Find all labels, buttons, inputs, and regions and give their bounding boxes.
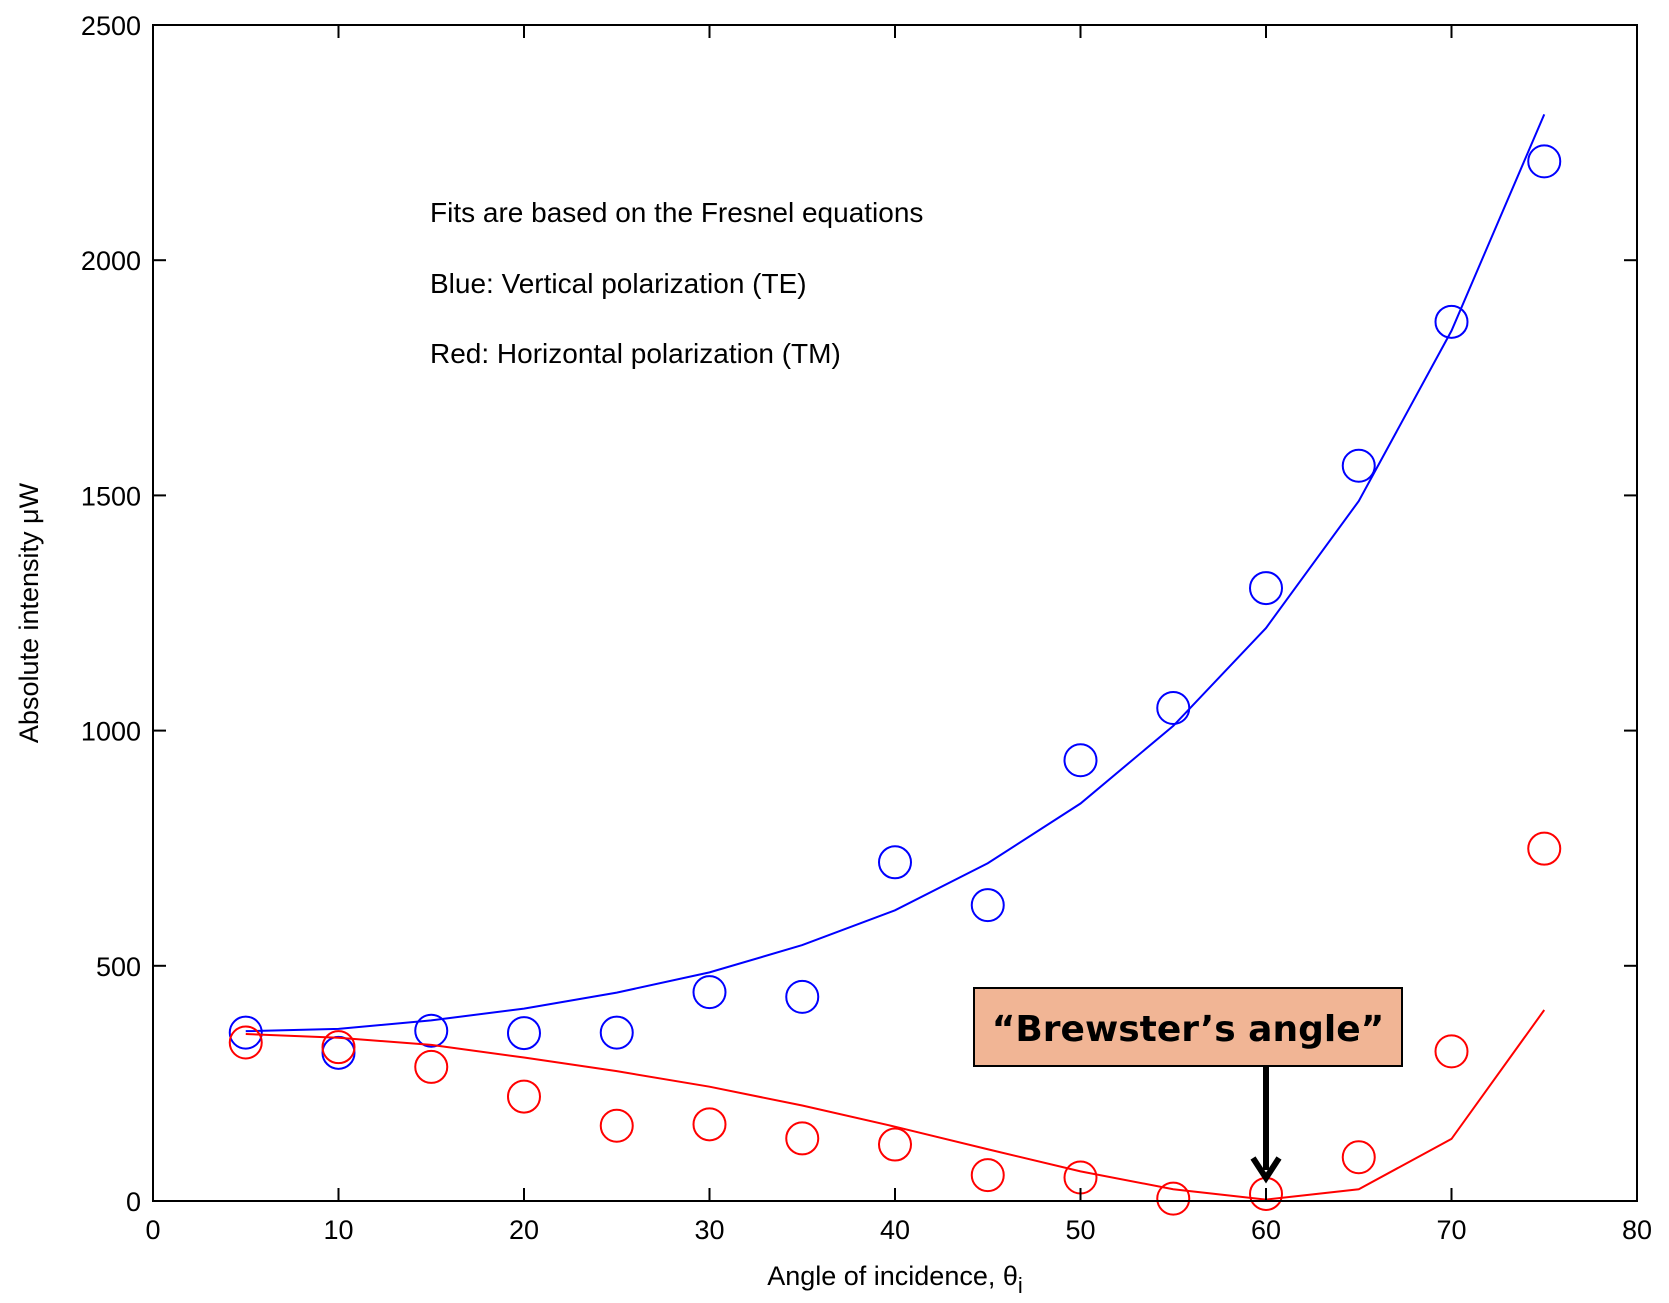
data-point-0 [1063, 743, 1098, 778]
data-point-0 [970, 888, 1005, 923]
x-axis-label: Angle of incidence, θi [767, 1261, 1023, 1298]
data-point-2 [321, 1030, 356, 1065]
y-axis-label: Absolute intensity μW [14, 482, 44, 743]
data-point-0 [599, 1015, 634, 1050]
y-tick-label: 2000 [81, 246, 141, 276]
data-point-2 [228, 1025, 263, 1060]
annotation-fresnel: Fits are based on the Fresnel equations [430, 197, 923, 228]
data-point-2 [785, 1121, 820, 1156]
data-point-0 [507, 1016, 541, 1051]
brewster-callout-text: “Brewster’s angle” [992, 1009, 1385, 1050]
x-tick-label: 0 [145, 1215, 160, 1245]
data-point-0 [228, 1015, 263, 1050]
y-tick-label: 1000 [81, 717, 141, 747]
series-layer [228, 113, 1562, 1216]
data-point-0 [1527, 144, 1562, 179]
ticks-layer: 0 10 20 30 40 50 60 70 80 0 500 1000 1500 2000 2500 [81, 11, 1652, 1245]
fit-line-3 [245, 1009, 1546, 1201]
data-point-0 [414, 1013, 449, 1048]
data-point-2 [599, 1108, 634, 1143]
data-point-2 [1434, 1034, 1469, 1069]
annotation-blue: Blue: Vertical polarization (TE) [430, 268, 807, 299]
x-tick-label: 20 [509, 1215, 539, 1245]
data-point-2 [1341, 1140, 1376, 1175]
x-tick-label: 50 [1065, 1215, 1095, 1245]
data-point-2 [1527, 831, 1562, 866]
fit-line-1 [245, 113, 1546, 1033]
data-point-0 [785, 979, 820, 1014]
x-tick-label: 70 [1436, 1215, 1466, 1245]
data-point-0 [1434, 304, 1469, 339]
data-point-0 [1156, 691, 1191, 726]
x-tick-label: 60 [1251, 1215, 1281, 1245]
data-point-2 [692, 1107, 727, 1142]
data-point-2 [414, 1049, 449, 1084]
x-tick-label: 30 [694, 1215, 724, 1245]
x-tick-label: 10 [323, 1215, 353, 1245]
data-point-0 [878, 845, 912, 880]
data-point-0 [692, 975, 727, 1010]
x-tick-label: 40 [880, 1215, 910, 1245]
brewster-callout-box [973, 987, 1403, 1067]
brewster-arrowhead [1250, 1156, 1282, 1184]
y-tick-label: 0 [126, 1187, 141, 1217]
y-tick-label: 2500 [81, 11, 141, 41]
data-point-0 [1341, 448, 1376, 483]
data-point-2 [1156, 1181, 1191, 1216]
data-point-2 [878, 1127, 912, 1162]
y-tick-label: 1500 [81, 481, 141, 511]
x-tick-label: 80 [1622, 1215, 1652, 1245]
y-tick-label: 500 [96, 952, 141, 982]
data-point-0 [1249, 571, 1283, 606]
data-point-2 [970, 1158, 1005, 1193]
annotation-red: Red: Horizontal polarization (TM) [430, 338, 841, 369]
data-point-2 [507, 1079, 541, 1114]
